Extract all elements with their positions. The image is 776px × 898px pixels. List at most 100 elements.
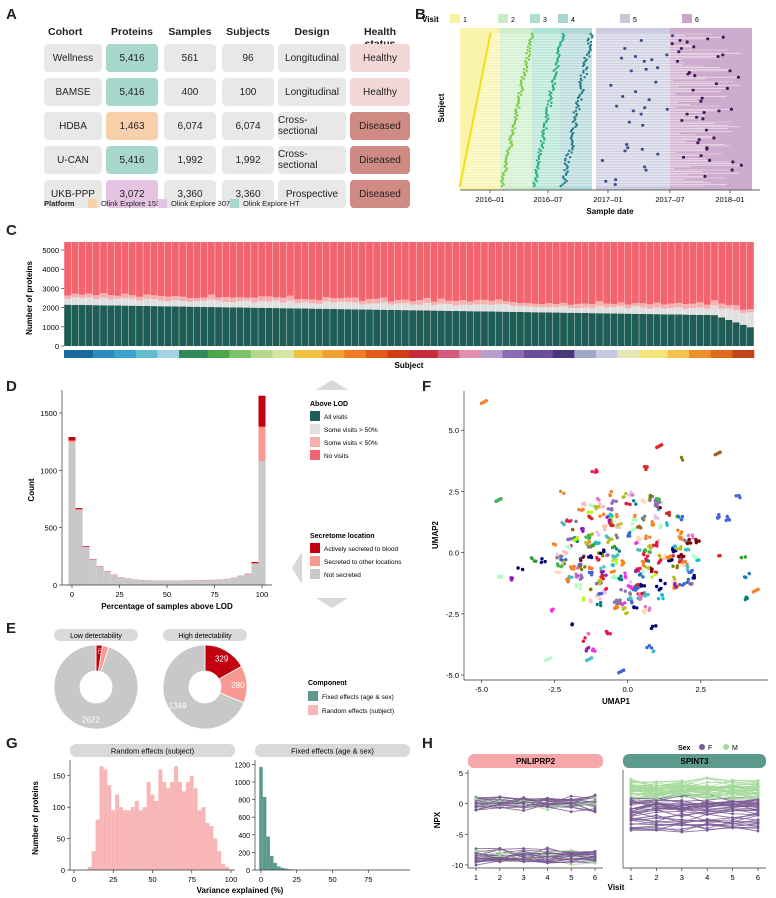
visit-dot	[574, 109, 578, 113]
legend-swatch	[158, 199, 167, 208]
stacked-bar	[437, 298, 445, 304]
stacked-bar	[301, 242, 309, 300]
histogram-bar	[95, 819, 100, 870]
subject-color-strip	[322, 350, 331, 358]
subject-color-strip	[337, 350, 345, 358]
histogram-bar	[82, 546, 90, 548]
visit-dot	[529, 37, 533, 40]
umap-point	[628, 580, 633, 584]
umap-point	[682, 563, 687, 568]
umap-point	[628, 591, 632, 595]
legend-swatch	[88, 199, 97, 208]
x-tick-label: 50	[328, 875, 336, 884]
histogram-bar	[166, 788, 171, 870]
stacked-bar	[545, 312, 553, 346]
stacked-bar	[272, 308, 280, 346]
y-tick-label: 1200	[234, 762, 250, 769]
stacked-bar	[143, 298, 151, 306]
subject-trajectory	[630, 818, 759, 824]
facet-title: Fixed effects (age & sex)	[291, 747, 374, 756]
npx-point	[705, 805, 709, 809]
x-axis-label: UMAP1	[602, 697, 631, 706]
npx-point	[680, 784, 684, 788]
umap-point	[638, 597, 642, 601]
stacked-bar	[394, 242, 402, 301]
stacked-bar	[308, 299, 316, 304]
npx-point	[756, 782, 760, 786]
pie-slice-label: 1349	[169, 701, 187, 710]
stacked-bar	[524, 306, 531, 313]
visit-legend-label: 3	[543, 17, 547, 24]
subject-color-strip	[222, 350, 230, 358]
subject-color-strip	[358, 350, 367, 358]
umap-point	[615, 515, 619, 519]
umap-point	[589, 600, 593, 604]
umap-point	[680, 530, 684, 534]
subject-color-strip	[272, 350, 280, 358]
histogram-bar	[189, 775, 194, 870]
stacked-bar	[437, 242, 445, 299]
platform-legend-item: Olink Explore HT	[230, 199, 300, 208]
stacked-bar	[236, 307, 244, 346]
y-tick-label: 1000	[42, 323, 59, 332]
umap-point	[650, 567, 654, 571]
table-cell-proteins: 3,072	[106, 180, 158, 208]
visit-dot	[677, 50, 681, 54]
visit-dot	[701, 117, 705, 121]
npx-point	[629, 797, 633, 801]
umap-point	[682, 538, 687, 542]
stacked-bar	[675, 242, 682, 303]
histogram-bar	[244, 574, 252, 585]
stacked-bar	[588, 313, 596, 346]
subject-trajectory	[630, 814, 759, 824]
stacked-bar	[200, 300, 208, 307]
stacked-bar	[617, 306, 625, 314]
stacked-bar	[747, 242, 754, 310]
visit-dot	[716, 54, 720, 59]
stacked-bar	[315, 300, 323, 304]
stacked-bar	[588, 242, 596, 305]
umap-point	[680, 555, 684, 559]
visit-dot	[576, 96, 580, 100]
stacked-bar	[718, 308, 726, 318]
umap-point	[559, 564, 563, 569]
panel-label-h: H	[422, 735, 433, 752]
npx-point	[680, 799, 684, 802]
stacked-bar	[402, 242, 409, 300]
stacked-bar	[416, 304, 424, 311]
panel-label-e: E	[6, 620, 17, 637]
umap-point	[663, 581, 667, 586]
npx-point	[680, 827, 684, 831]
umap-point	[743, 555, 747, 559]
npx-point	[731, 778, 734, 782]
y-tick-label: 200	[238, 850, 250, 857]
umap-point	[659, 443, 664, 447]
stacked-bar	[409, 304, 416, 311]
histogram-bar	[195, 580, 203, 585]
stacked-bar	[452, 242, 460, 301]
subject-color-strip	[193, 350, 201, 358]
umap-point	[598, 502, 602, 506]
histogram-bar	[152, 580, 160, 585]
umap-point	[599, 566, 603, 571]
x-tick-label: 2017–07	[655, 195, 684, 204]
subject-color-strip	[574, 350, 582, 358]
stacked-bar	[725, 242, 733, 306]
stacked-bar	[545, 303, 553, 308]
visit-dot	[567, 160, 570, 164]
stacked-bar	[646, 308, 654, 315]
y-tick-label: 1500	[40, 409, 57, 418]
stacked-bar	[445, 300, 452, 305]
sex-legend-dot	[723, 744, 729, 750]
subject-color-strip	[466, 350, 474, 358]
stacked-bar	[229, 242, 237, 298]
histogram-bar	[96, 566, 104, 585]
visit-dot	[562, 175, 565, 178]
umap-point	[562, 522, 566, 527]
stacked-bar	[488, 304, 496, 312]
pie-title-strip	[163, 629, 247, 641]
umap-point	[654, 624, 658, 628]
subject-color-strip	[236, 350, 244, 358]
histogram-bar	[202, 580, 210, 585]
visit-dot	[501, 175, 504, 178]
